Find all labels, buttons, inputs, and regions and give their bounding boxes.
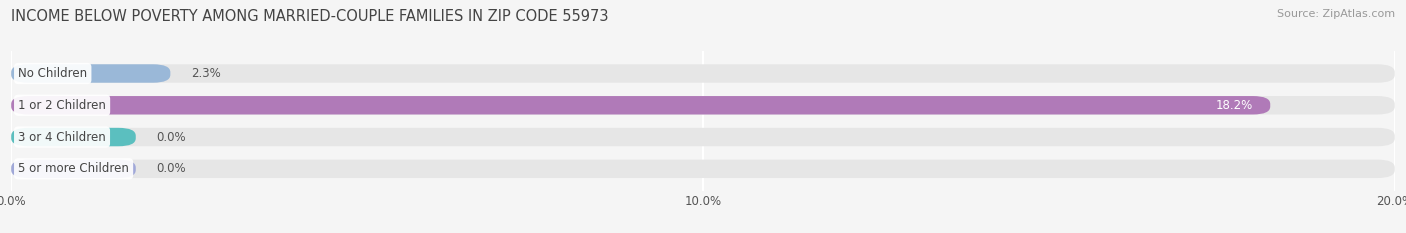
Text: 0.0%: 0.0% [156,162,186,175]
FancyBboxPatch shape [11,96,1395,114]
Text: 18.2%: 18.2% [1216,99,1253,112]
FancyBboxPatch shape [11,128,136,146]
FancyBboxPatch shape [11,64,170,83]
Text: 0.0%: 0.0% [156,130,186,144]
FancyBboxPatch shape [11,160,136,178]
FancyBboxPatch shape [11,96,1270,114]
Text: 1 or 2 Children: 1 or 2 Children [18,99,105,112]
Text: No Children: No Children [18,67,87,80]
FancyBboxPatch shape [11,64,1395,83]
Text: 2.3%: 2.3% [191,67,221,80]
Text: 3 or 4 Children: 3 or 4 Children [18,130,105,144]
Text: 5 or more Children: 5 or more Children [18,162,129,175]
Text: INCOME BELOW POVERTY AMONG MARRIED-COUPLE FAMILIES IN ZIP CODE 55973: INCOME BELOW POVERTY AMONG MARRIED-COUPL… [11,9,609,24]
FancyBboxPatch shape [11,160,1395,178]
FancyBboxPatch shape [11,128,1395,146]
Text: Source: ZipAtlas.com: Source: ZipAtlas.com [1277,9,1395,19]
